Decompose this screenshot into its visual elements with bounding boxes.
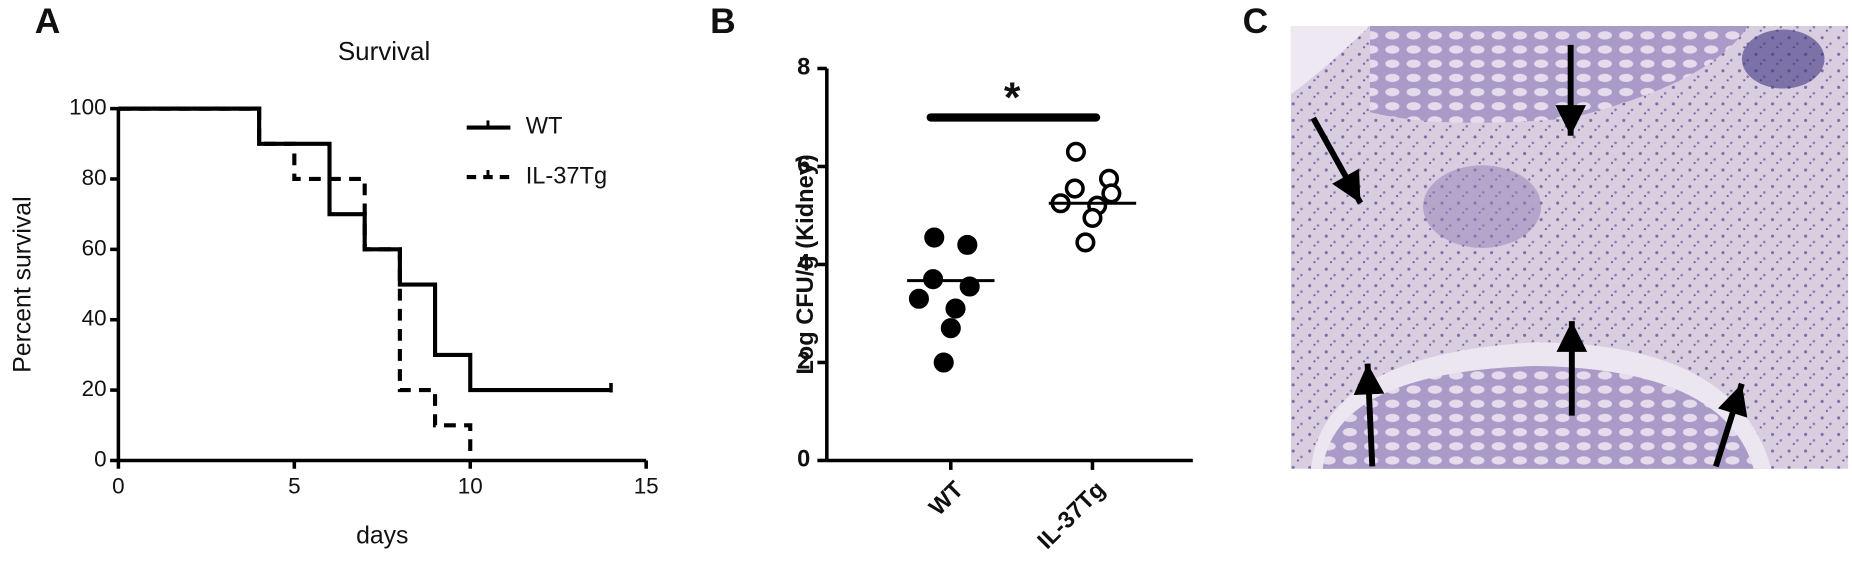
left-edge [1290, 25, 1370, 95]
y-tick-label: 8 [797, 55, 810, 81]
panel-label: A [35, 1, 61, 41]
y-axis-label: Percent survival [9, 196, 36, 372]
dense-region [1741, 29, 1825, 89]
legend-label: IL-37Tg [526, 163, 607, 189]
y-tick-label: 100 [69, 95, 106, 120]
x-axis-label: days [356, 523, 408, 550]
y-tick-label: 40 [82, 306, 107, 331]
y-tick-label: 6 [797, 153, 810, 179]
data-point [959, 276, 980, 297]
data-point [1075, 232, 1096, 253]
y-tick-label: 4 [797, 251, 810, 277]
x-tick-label: 15 [634, 474, 659, 499]
x-tick-label: 10 [458, 474, 483, 499]
data-point [957, 234, 978, 255]
arrow-head [1353, 363, 1385, 396]
y-tick-label: 60 [82, 235, 107, 260]
data-point [1065, 141, 1086, 162]
data-point [924, 227, 945, 248]
data-point [1101, 183, 1122, 204]
data-point [908, 288, 929, 309]
arrow-head [1718, 383, 1748, 418]
data-point [945, 298, 966, 319]
chart-title: Survival [338, 36, 430, 66]
y-tick-label: 0 [94, 446, 106, 471]
data-point [1082, 207, 1103, 228]
significance-label: * [1004, 75, 1021, 122]
y-tick-label: 80 [82, 165, 107, 190]
x-tick-label: IL-37Tg [1033, 477, 1111, 555]
data-point [933, 352, 954, 373]
upper-glands [1369, 25, 1748, 123]
data-point [1064, 178, 1085, 199]
y-axis-label: Log CFU/g (Kidney) [793, 154, 819, 374]
x-tick-label: WT [925, 476, 970, 521]
arrow-head [1332, 168, 1361, 204]
data-point [940, 318, 961, 339]
y-tick-label: 20 [82, 376, 107, 401]
legend-label: WT [526, 114, 563, 140]
arrow-head [1555, 105, 1587, 136]
panel-label: C [1243, 1, 1269, 41]
panel-label: B [710, 1, 736, 41]
arrow-head [1556, 321, 1588, 352]
dense-region [1423, 165, 1542, 248]
survival-line [118, 106, 473, 461]
x-tick-label: 5 [288, 474, 300, 499]
lower-glands [1322, 366, 1754, 469]
x-tick-label: 0 [112, 474, 124, 499]
y-tick-label: 2 [797, 349, 810, 375]
y-tick-label: 0 [797, 447, 810, 473]
